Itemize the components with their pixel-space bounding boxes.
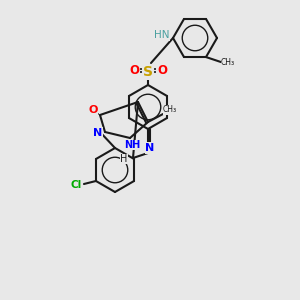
Text: O: O [157,64,167,76]
Text: O: O [129,64,139,76]
Text: S: S [143,65,153,79]
Text: NH: NH [124,140,140,150]
Text: CH₃: CH₃ [163,106,177,115]
Text: H: H [120,154,128,164]
Text: Cl: Cl [70,180,82,190]
Text: CH₃: CH₃ [221,58,235,67]
Text: HN: HN [154,30,170,40]
Text: N: N [93,128,103,138]
Text: O: O [88,105,98,115]
Text: N: N [146,143,154,153]
